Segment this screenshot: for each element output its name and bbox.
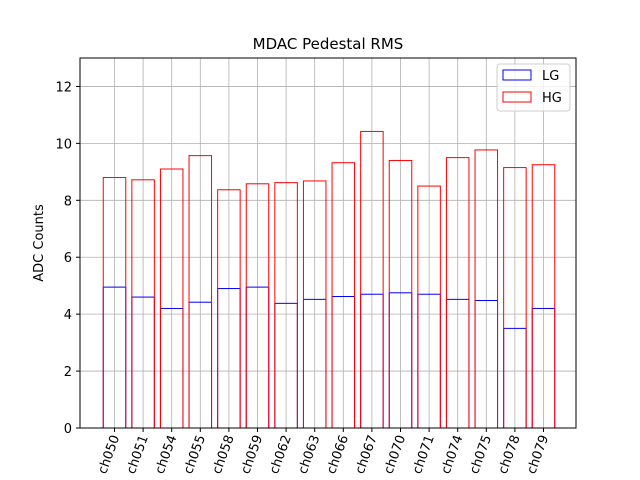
y-axis-label: ADC Counts [32, 204, 47, 282]
y-tick-label: 12 [55, 80, 72, 95]
legend-label-hg: HG [542, 91, 562, 106]
legend-label-lg: LG [542, 69, 559, 84]
y-axis-ticks: 0 2 4 6 8 10 12 [55, 80, 80, 437]
y-tick-label: 8 [64, 194, 72, 209]
y-tick-label: 10 [55, 137, 72, 152]
legend-swatch-hg [502, 91, 532, 103]
y-tick-label: 2 [64, 365, 72, 380]
legend: LG HG [496, 63, 571, 112]
chart-title: MDAC Pedestal RMS [253, 35, 404, 53]
plot-frame [79, 57, 577, 429]
legend-swatch-lg [502, 69, 532, 81]
y-tick-label: 6 [64, 251, 72, 266]
legend-frame [496, 63, 571, 112]
grid-lines [80, 58, 576, 429]
y-tick-label: 0 [64, 422, 72, 437]
y-tick-label: 4 [64, 308, 72, 323]
